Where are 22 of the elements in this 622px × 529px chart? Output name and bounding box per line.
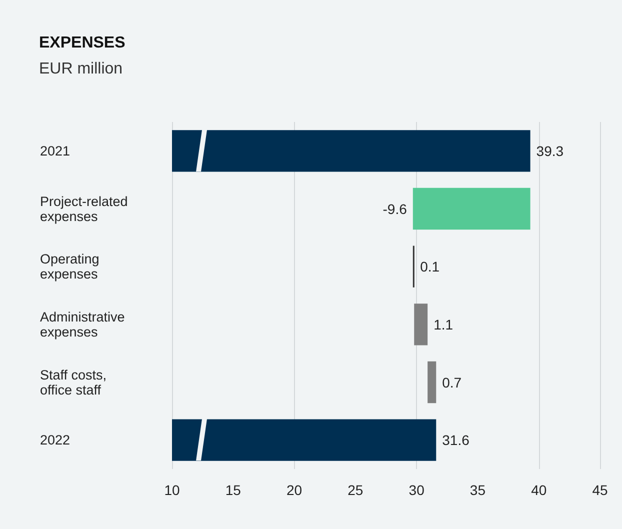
data-label: 31.6: [442, 432, 470, 448]
y-tick-label: Operating expenses: [40, 252, 104, 282]
data-label: -9.6: [382, 200, 408, 217]
data-label: 0.7: [442, 374, 462, 390]
chart-subtitle: EUR million: [39, 60, 123, 78]
x-tick-label: 40: [531, 482, 547, 498]
data-label: 0.1: [420, 258, 440, 275]
x-tick-label: 45: [592, 482, 608, 498]
data-label: 1.1: [434, 316, 454, 332]
x-tick-label: 15: [225, 482, 242, 498]
x-tick-label: 25: [348, 482, 364, 498]
y-tick-label: 2022: [40, 432, 70, 448]
y-tick-label: Staff costs, office staff: [40, 367, 110, 398]
data-label: 39.3: [536, 142, 564, 159]
y-tick-label: Project-related expenses: [40, 194, 132, 224]
y-tick-label: Administrative expenses: [40, 309, 129, 340]
x-tick-label: 30: [408, 482, 425, 498]
x-tick-label: 10: [164, 482, 180, 498]
chart-title: EXPENSES: [39, 34, 126, 52]
x-tick-label: 20: [286, 482, 302, 498]
y-tick-label: 2021: [40, 143, 70, 158]
x-tick-label: 35: [470, 482, 486, 498]
